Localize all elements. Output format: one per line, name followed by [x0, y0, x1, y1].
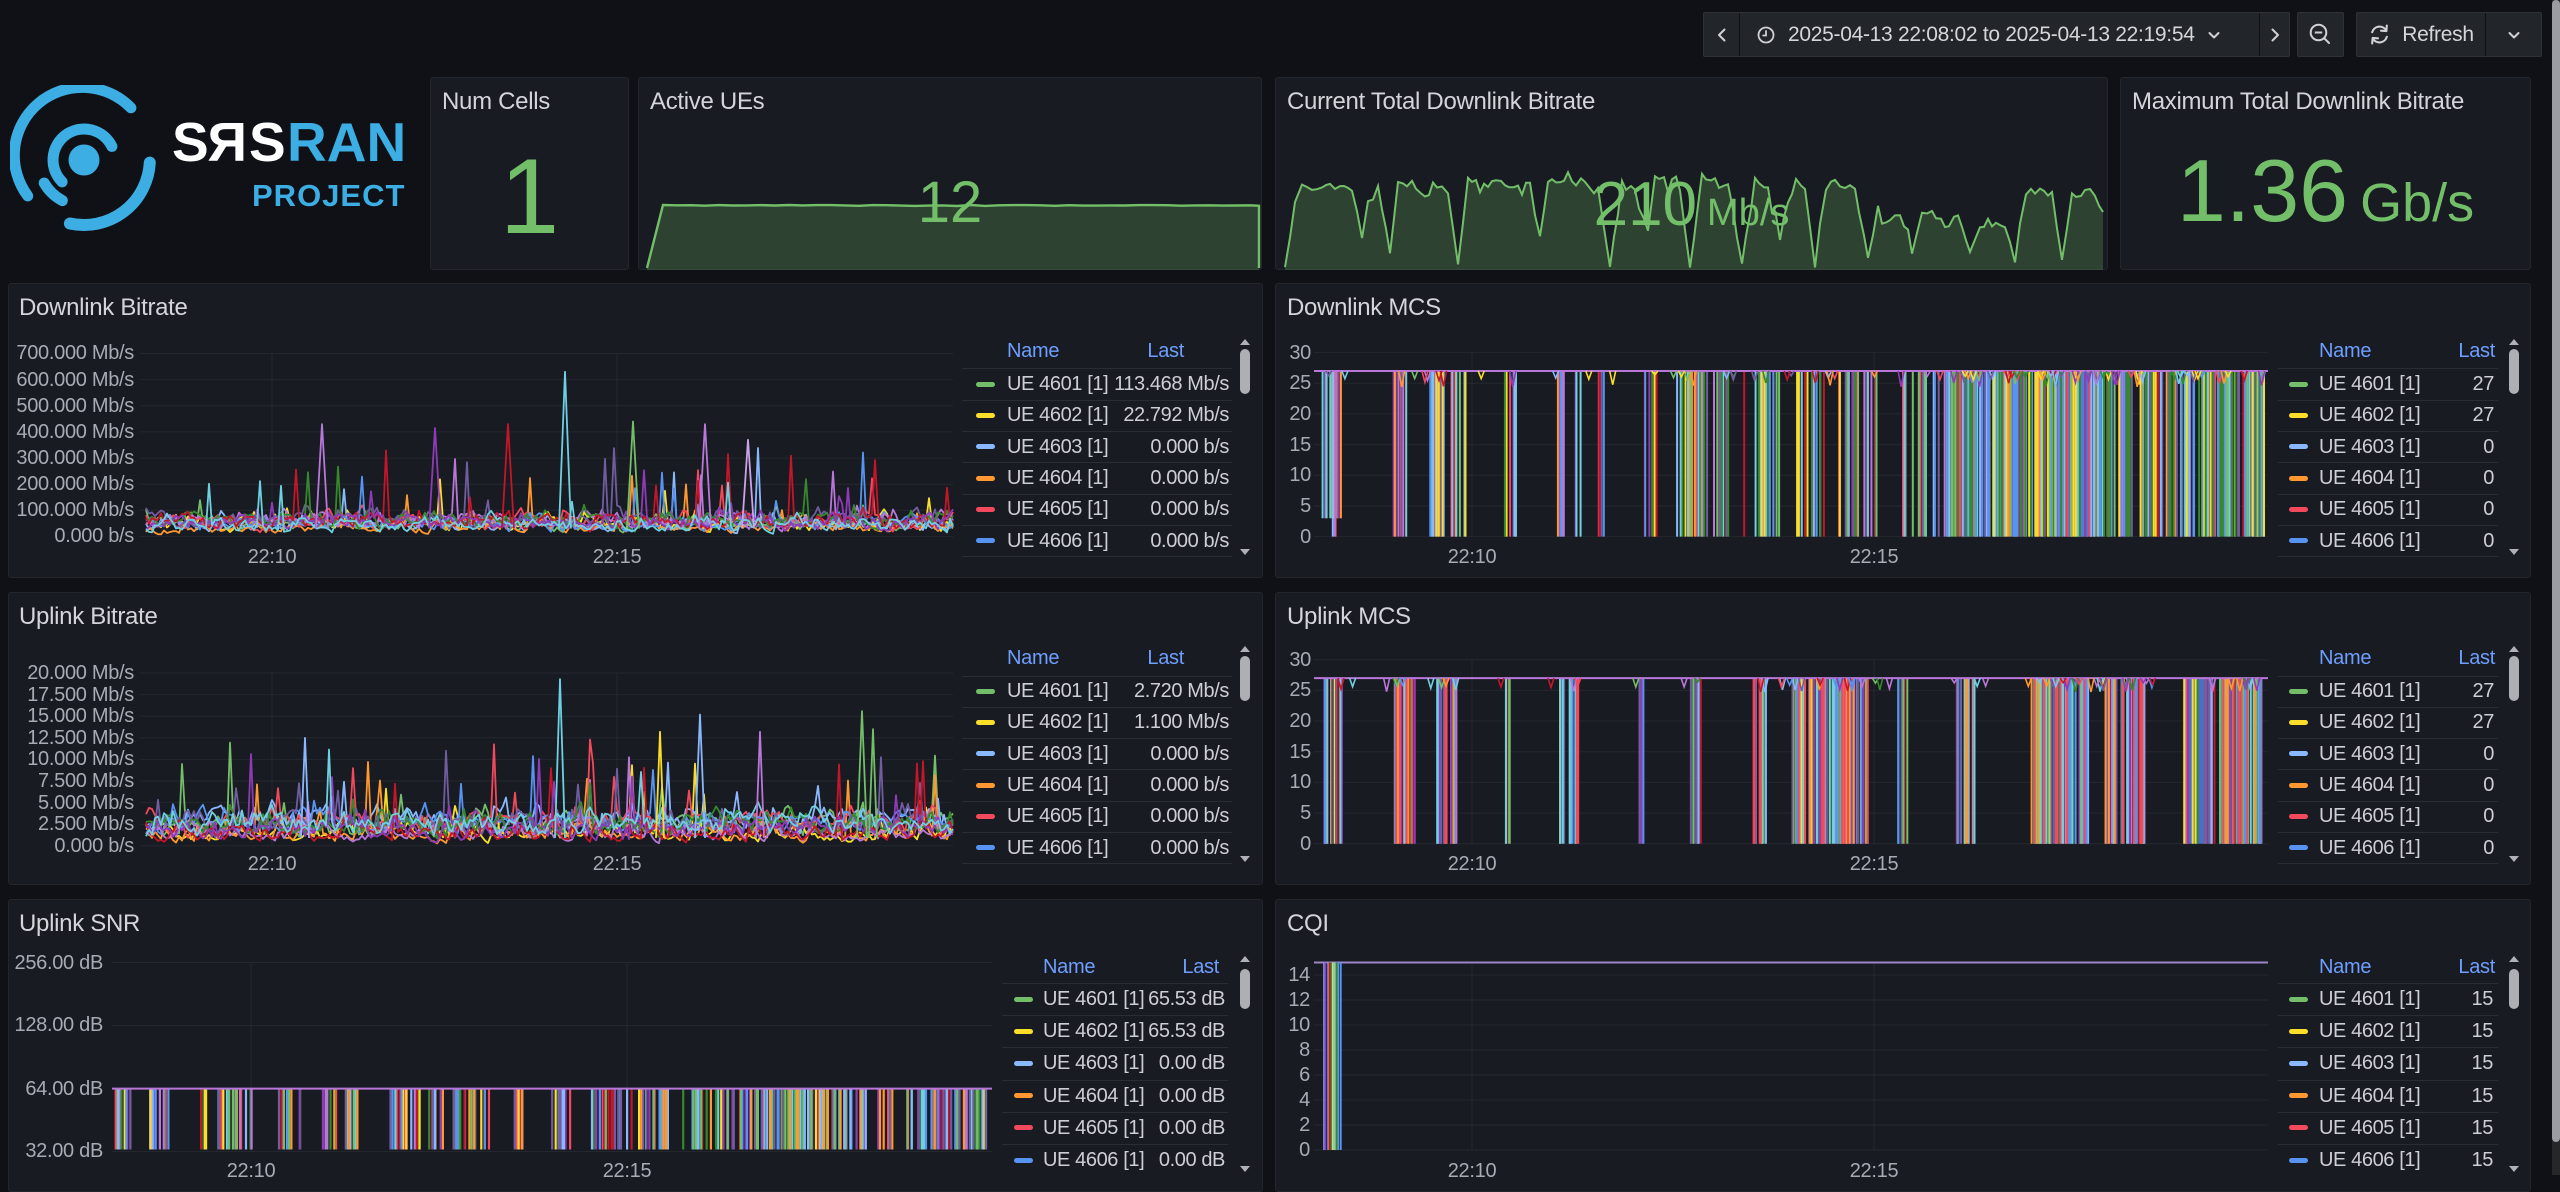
svg-text:S: S — [172, 111, 209, 173]
svg-text:R: R — [207, 111, 247, 173]
svg-text:PROJECT: PROJECT — [252, 178, 405, 213]
svg-text:RAN: RAN — [287, 111, 406, 173]
svg-text:S: S — [249, 111, 286, 173]
